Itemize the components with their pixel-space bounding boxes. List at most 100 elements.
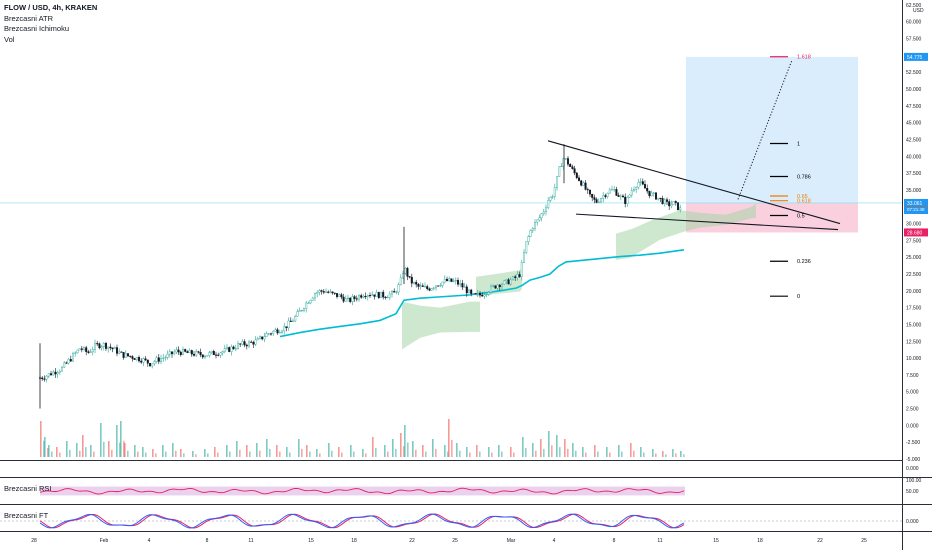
candle-body — [318, 290, 321, 293]
volume-bar — [239, 449, 241, 457]
candle-body — [573, 168, 576, 174]
volume-bar — [195, 454, 197, 457]
volume-bar — [466, 447, 468, 457]
candle-body — [637, 182, 640, 188]
x-tick-label: 4 — [553, 538, 556, 544]
candle-body — [582, 182, 585, 186]
y-tick-label: 2.500 — [906, 407, 919, 413]
x-tick-label: 15 — [308, 538, 314, 544]
candle-body — [281, 330, 284, 333]
volume-bar — [643, 452, 645, 457]
rsi-band — [40, 486, 685, 496]
volume-bar — [680, 451, 682, 457]
candle-body — [514, 276, 517, 278]
candle-body — [195, 351, 198, 356]
volume-bar — [535, 450, 537, 457]
ft-pane-label[interactable]: Brezcasni FT — [4, 511, 49, 520]
candle-body — [358, 295, 361, 300]
candle-body — [155, 357, 158, 362]
candle-body — [564, 158, 567, 160]
candle-body — [307, 302, 310, 304]
candle-body — [446, 278, 449, 282]
symbol-title[interactable]: FLOW / USD, 4h, KRAKEN — [4, 3, 98, 12]
volume-bar — [152, 449, 154, 457]
candle-body — [96, 343, 99, 345]
ft-main-line — [39, 513, 685, 529]
candle-body — [261, 336, 264, 340]
candle-body — [303, 308, 306, 311]
candle-body — [659, 197, 662, 199]
candle-body — [571, 166, 574, 169]
indicator-atr-label[interactable]: Brezcasni ATR — [4, 13, 54, 23]
candle-body — [608, 189, 611, 194]
fib-level-label: 0 — [797, 294, 800, 300]
candle-body — [575, 172, 578, 179]
candle-body — [137, 357, 140, 362]
candle-body — [492, 285, 495, 287]
indicator-volume-label[interactable]: Vol — [4, 34, 15, 44]
candle-body — [661, 198, 664, 205]
candle-body — [369, 295, 372, 297]
y-tick-label: 22.500 — [906, 272, 922, 278]
volume-bar — [564, 439, 566, 457]
candle-body — [56, 372, 59, 375]
candle-body — [76, 349, 79, 354]
candle-body — [439, 285, 442, 287]
candle-body — [305, 302, 308, 309]
volume-bar — [162, 445, 164, 457]
volume-bar — [375, 448, 377, 457]
candle-body — [184, 349, 187, 352]
candle-body — [613, 189, 616, 191]
candle-body — [391, 290, 394, 295]
candle-body — [527, 236, 530, 242]
candle-body — [219, 352, 222, 356]
volume-bar — [127, 450, 129, 457]
candle-body — [298, 310, 301, 312]
x-tick-label: 11 — [248, 538, 253, 544]
candle-body — [362, 296, 365, 298]
candle-body — [655, 192, 658, 200]
candle-body — [177, 349, 180, 353]
candle-body — [615, 189, 618, 196]
rsi-tick-label: 50.00 — [906, 489, 919, 495]
candle-body — [157, 357, 160, 362]
candle-body — [104, 343, 107, 349]
y-tick-label: 40.000 — [906, 154, 922, 160]
candle-body — [197, 351, 200, 353]
candle-body — [496, 284, 499, 289]
candle-body — [120, 351, 123, 353]
volume-bar — [556, 435, 558, 457]
candle-body — [624, 196, 627, 204]
fib-level-label: 0.236 — [797, 259, 811, 265]
volume-bar — [226, 445, 228, 457]
indicator-ichimoku-label[interactable]: Brezcasni Ichimoku — [4, 24, 70, 33]
volume-bar — [597, 451, 599, 457]
candle-body — [250, 341, 253, 343]
x-tick-label: 8 — [206, 538, 209, 544]
volume-bar — [76, 443, 78, 457]
volume-bar — [66, 441, 68, 457]
candle-body — [168, 351, 171, 355]
volume-bar — [498, 445, 500, 457]
candle-body — [589, 189, 592, 195]
candle-body — [498, 284, 501, 288]
candle-body — [201, 354, 204, 358]
candle-body — [626, 197, 629, 204]
candle-body — [272, 330, 275, 334]
volume-bar — [108, 441, 110, 457]
baseline-line — [279, 248, 685, 338]
candle-body — [170, 351, 173, 355]
candle-body — [85, 347, 88, 352]
candle-body — [340, 294, 343, 298]
volume-bar — [606, 447, 608, 457]
candle-body — [606, 192, 609, 197]
ichimoku-cloud-1 — [476, 268, 522, 297]
candle-body — [668, 201, 671, 207]
volume-bar — [400, 433, 402, 457]
rsi-pane-label[interactable]: Brezcasni RSI — [4, 484, 52, 493]
fib-level-label: 1.618 — [797, 55, 811, 61]
candle-body — [232, 346, 235, 349]
candle-body — [567, 158, 570, 165]
candle-body — [259, 336, 262, 339]
candle-body — [628, 194, 631, 198]
